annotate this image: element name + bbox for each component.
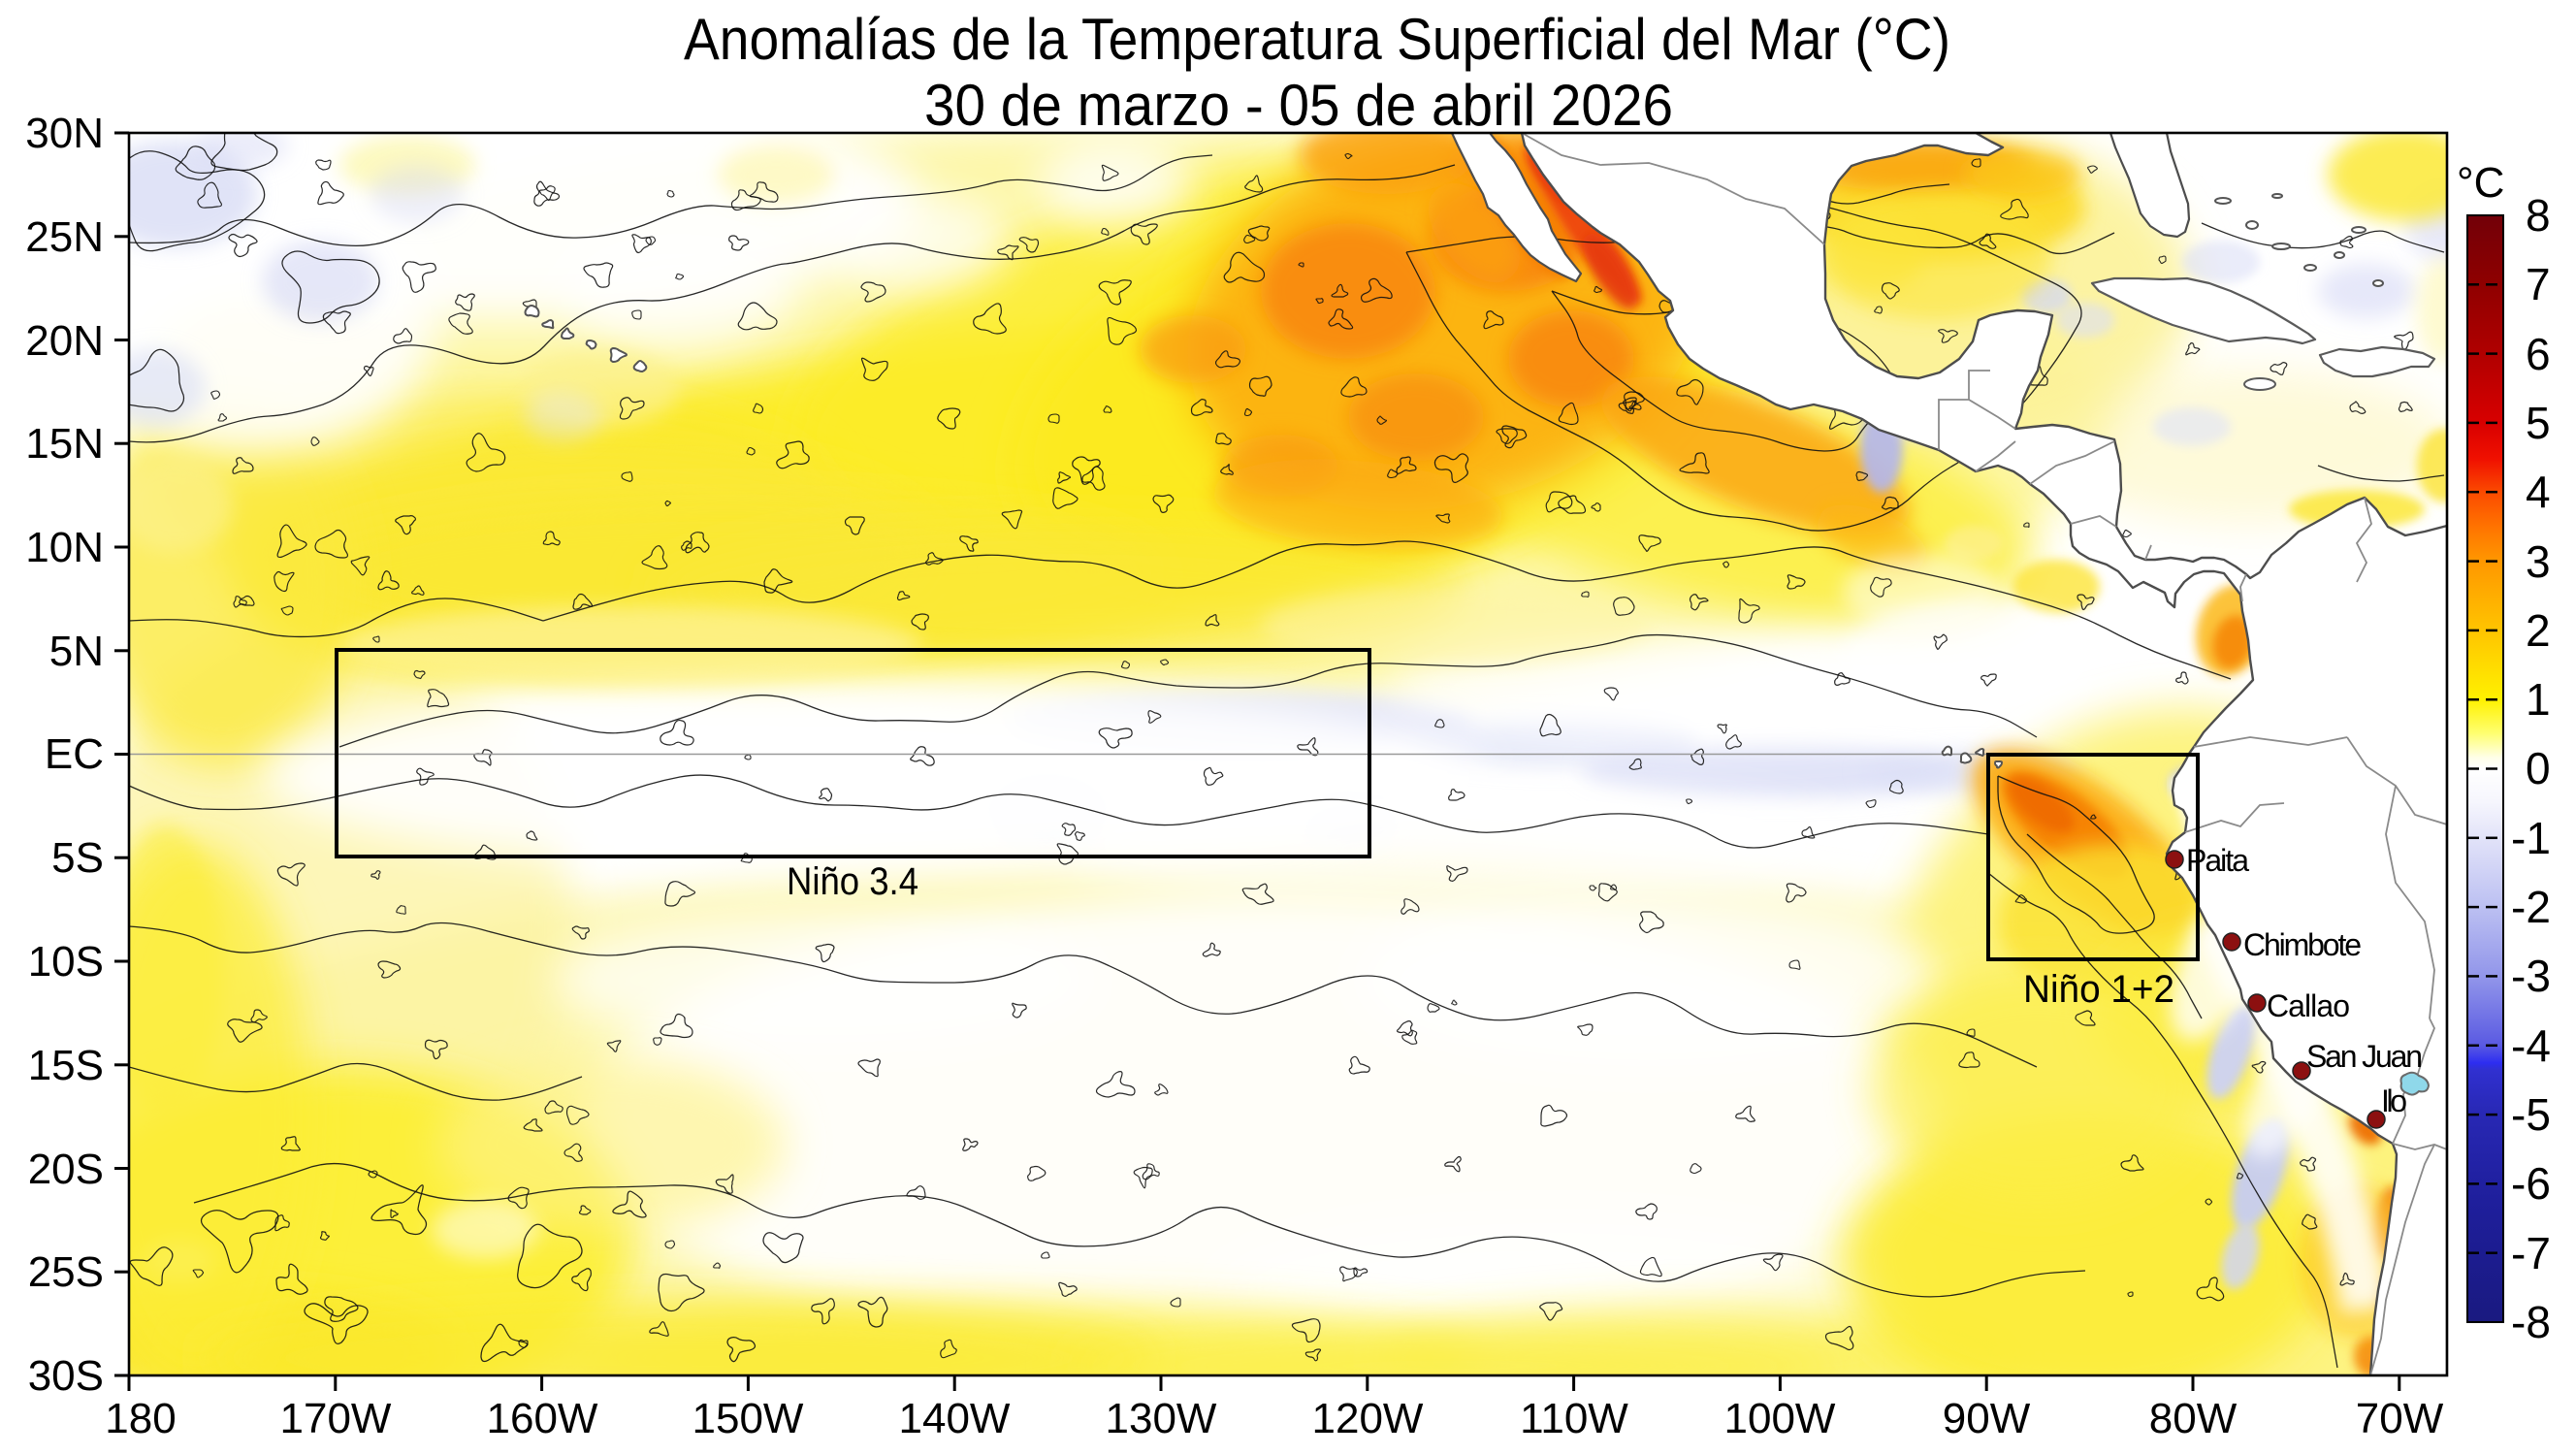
svg-text:-3: -3 <box>2511 951 2551 1001</box>
svg-text:-6: -6 <box>2511 1158 2551 1209</box>
svg-text:-2: -2 <box>2511 882 2551 932</box>
svg-text:30 de marzo - 05 de abril 2026: 30 de marzo - 05 de abril 2026 <box>924 73 1673 138</box>
svg-text:0: 0 <box>2526 743 2551 793</box>
svg-text:3: 3 <box>2526 536 2551 587</box>
svg-text:20S: 20S <box>28 1146 104 1193</box>
svg-text:5: 5 <box>2526 398 2551 448</box>
svg-text:20N: 20N <box>25 317 104 365</box>
svg-text:San Juan: San Juan <box>2306 1039 2423 1074</box>
svg-text:30N: 30N <box>25 110 104 157</box>
svg-text:180: 180 <box>105 1395 176 1442</box>
svg-text:130W: 130W <box>1106 1395 1217 1442</box>
svg-text:160W: 160W <box>487 1395 598 1442</box>
svg-text:5S: 5S <box>51 834 104 882</box>
svg-text:90W: 90W <box>1943 1395 2031 1442</box>
svg-text:140W: 140W <box>899 1395 1011 1442</box>
svg-text:Anomalías de la Temperatura Su: Anomalías de la Temperatura Superficial … <box>684 7 1950 72</box>
svg-text:4: 4 <box>2526 467 2551 517</box>
svg-text:Chimbote: Chimbote <box>2243 927 2362 962</box>
svg-text:-4: -4 <box>2511 1020 2551 1071</box>
svg-text:15S: 15S <box>28 1042 104 1089</box>
svg-text:Callao: Callao <box>2267 988 2350 1023</box>
svg-text:8: 8 <box>2526 190 2551 241</box>
svg-text:100W: 100W <box>1724 1395 1836 1442</box>
svg-text:°C: °C <box>2457 159 2504 207</box>
svg-text:25S: 25S <box>28 1248 104 1296</box>
svg-text:10N: 10N <box>25 524 104 571</box>
svg-text:-8: -8 <box>2511 1297 2551 1347</box>
svg-text:30S: 30S <box>28 1352 104 1400</box>
svg-text:170W: 170W <box>280 1395 392 1442</box>
svg-text:120W: 120W <box>1312 1395 1424 1442</box>
svg-text:1: 1 <box>2526 674 2551 725</box>
svg-text:6: 6 <box>2526 329 2551 379</box>
svg-text:-7: -7 <box>2511 1228 2551 1278</box>
svg-text:-5: -5 <box>2511 1089 2551 1140</box>
svg-text:Paita: Paita <box>2186 843 2249 878</box>
svg-text:25N: 25N <box>25 213 104 261</box>
svg-text:5N: 5N <box>49 628 104 675</box>
svg-text:-1: -1 <box>2511 813 2551 863</box>
svg-text:10S: 10S <box>28 938 104 986</box>
svg-text:15N: 15N <box>25 420 104 468</box>
svg-text:2: 2 <box>2526 605 2551 656</box>
svg-text:150W: 150W <box>692 1395 804 1442</box>
svg-text:Niño 1+2: Niño 1+2 <box>2023 968 2174 1011</box>
svg-text:7: 7 <box>2526 259 2551 309</box>
svg-text:EC: EC <box>45 730 104 778</box>
svg-text:Ilo: Ilo <box>2381 1083 2407 1118</box>
svg-text:110W: 110W <box>1520 1395 1628 1442</box>
svg-text:70W: 70W <box>2356 1395 2444 1442</box>
svg-text:80W: 80W <box>2149 1395 2238 1442</box>
svg-text:Niño 3.4: Niño 3.4 <box>787 860 918 903</box>
